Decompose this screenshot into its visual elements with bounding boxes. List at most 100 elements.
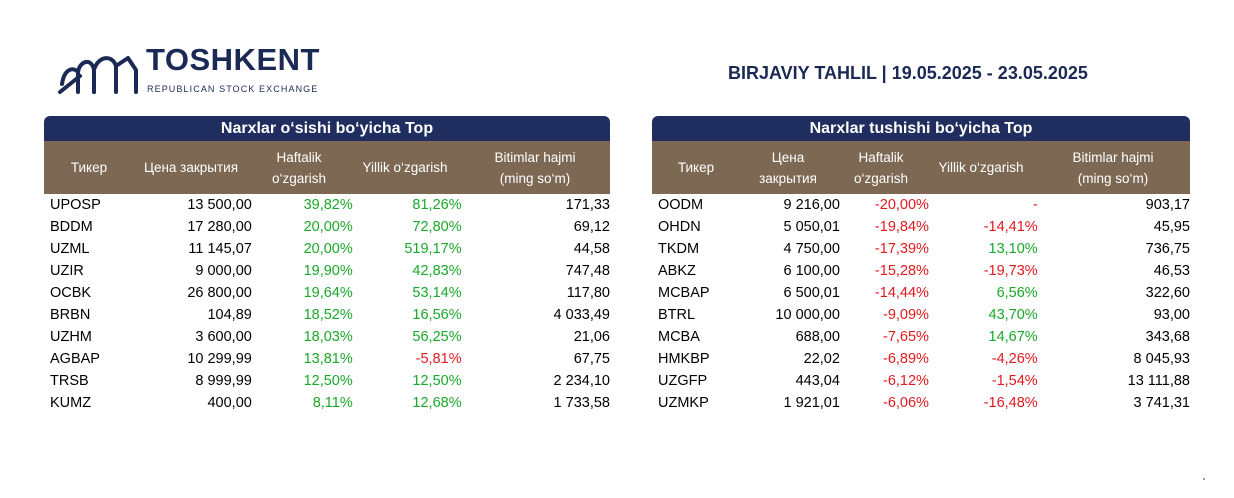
table-row: OHDN 5 050,01 -19,84% -14,41% 45,95	[652, 216, 1190, 238]
ticker-cell: MCBA	[658, 329, 700, 345]
ticker-cell: BDDM	[50, 219, 93, 235]
close-price-cell: 6 100,00	[783, 263, 840, 279]
ticker-cell: BTRL	[658, 307, 696, 323]
ticker-cell: BRBN	[50, 307, 91, 323]
weekly-change-cell: 12,50%	[303, 373, 353, 389]
col-weekly-change: Haftalik o‘zgarish	[248, 141, 350, 194]
ticker-cell: OCBK	[50, 285, 92, 301]
weekly-change-cell: -7,65%	[882, 329, 929, 345]
weekly-change-cell: -17,39%	[874, 241, 929, 257]
table-row: UZMKP 1 921,01 -6,06% -16,48% 3 741,31	[652, 392, 1190, 414]
yearly-change-cell: -16,48%	[983, 395, 1038, 411]
table-row: BTRL 10 000,00 -9,09% 43,70% 93,00	[652, 304, 1190, 326]
table-row: TRSB 8 999,99 12,50% 12,50% 2 234,10	[44, 370, 610, 392]
close-price-cell: 443,04	[795, 373, 840, 389]
weekly-change-cell: -6,89%	[882, 351, 929, 367]
top-losers-title: Narxlar tushishi bo‘yicha Top	[652, 116, 1190, 141]
ticker-cell: MCBAP	[658, 285, 710, 301]
close-price-cell: 11 145,07	[188, 241, 252, 257]
volume-cell: 93,00	[1153, 307, 1190, 323]
close-price-cell: 5 050,01	[783, 219, 840, 235]
ticker-cell: UZIR	[50, 263, 84, 279]
volume-cell: 4 033,49	[553, 307, 610, 323]
table-row: HMKBP 22,02 -6,89% -4,26% 8 045,93	[652, 348, 1190, 370]
table-row: KUMZ 400,00 8,11% 12,68% 1 733,58	[44, 392, 610, 414]
yearly-change-cell: 6,56%	[996, 285, 1038, 301]
ticker-cell: UZHM	[50, 329, 92, 345]
yearly-change-cell: 519,17%	[404, 241, 462, 257]
table-row: MCBAP 6 500,01 -14,44% 6,56% 322,60	[652, 282, 1190, 304]
yearly-change-cell: 16,56%	[412, 307, 462, 323]
table-row: BRBN 104,89 18,52% 16,56% 4 033,49	[44, 304, 610, 326]
ticker-cell: UZML	[50, 241, 90, 257]
close-price-cell: 9 216,00	[783, 197, 840, 213]
yearly-change-cell: -19,73%	[983, 263, 1038, 279]
col-weekly-change: Haftalik o‘zgarish	[836, 141, 926, 194]
ticker-cell: OHDN	[658, 219, 701, 235]
close-price-cell: 3 600,00	[195, 329, 252, 345]
close-price-cell: 1 921,01	[783, 395, 840, 411]
close-price-cell: 688,00	[795, 329, 840, 345]
weekly-change-cell: 20,00%	[303, 241, 353, 257]
weekly-change-cell: 19,64%	[303, 285, 353, 301]
table-row: UPOSP 13 500,00 39,82% 81,26% 171,33	[44, 194, 610, 216]
weekly-change-cell: 39,82%	[303, 197, 353, 213]
weekly-change-cell: 18,03%	[303, 329, 353, 345]
weekly-change-cell: -6,06%	[882, 395, 929, 411]
close-price-cell: 10 000,00	[775, 307, 840, 323]
table-row: TKDM 4 750,00 -17,39% 13,10% 736,75	[652, 238, 1190, 260]
table-row: BDDM 17 280,00 20,00% 72,80% 69,12	[44, 216, 610, 238]
yearly-change-cell: 56,25%	[412, 329, 462, 345]
ticker-cell: TRSB	[50, 373, 89, 389]
weekly-change-cell: 8,11%	[312, 395, 353, 411]
col-volume: Bitimlar hajmi (ming so‘m)	[1036, 141, 1190, 194]
table-row: ABKZ 6 100,00 -15,28% -19,73% 46,53	[652, 260, 1190, 282]
ticker-cell: HMKBP	[658, 351, 710, 367]
yearly-change-cell: -5,81%	[415, 351, 462, 367]
table-row: AGBAP 10 299,99 13,81% -5,81% 67,75	[44, 348, 610, 370]
yearly-change-cell: -4,26%	[991, 351, 1038, 367]
weekly-change-cell: 19,90%	[303, 263, 353, 279]
col-yearly-change: Yillik o‘zgarish	[362, 160, 448, 175]
yearly-change-cell: 43,70%	[988, 307, 1038, 323]
close-price-cell: 8 999,99	[195, 373, 252, 389]
top-losers-rows: OODM 9 216,00 -20,00% - 903,17 OHDN 5 050,01 -1…	[652, 194, 1190, 414]
report-title: BIRJAVIY TAHLIL | 19.05.2025 - 23.05.202…	[728, 63, 1088, 83]
top-gainers-rows: UPOSP 13 500,00 39,82% 81,26% 171,33 BDDM 17 2…	[44, 194, 610, 414]
yearly-change-cell: 81,26%	[412, 197, 462, 213]
weekly-change-cell: -14,44%	[874, 285, 929, 301]
close-price-cell: 6 500,01	[783, 285, 840, 301]
volume-cell: 46,53	[1153, 263, 1190, 279]
yearly-change-cell: 12,50%	[412, 373, 462, 389]
col-close-price: Цена закрытия	[143, 160, 239, 175]
close-price-cell: 10 299,99	[187, 351, 252, 367]
volume-cell: 322,60	[1145, 285, 1190, 301]
exchange-logo-icon	[58, 56, 138, 94]
volume-cell: 117,80	[566, 285, 610, 301]
close-price-cell: 400,00	[207, 395, 252, 411]
table-row: UZHM 3 600,00 18,03% 56,25% 21,06	[44, 326, 610, 348]
close-price-cell: 9 000,00	[195, 263, 252, 279]
volume-cell: 44,58	[573, 241, 610, 257]
close-price-cell: 26 800,00	[187, 285, 252, 301]
col-yearly-change: Yillik o‘zgarish	[938, 160, 1024, 175]
close-price-cell: 22,02	[803, 351, 840, 367]
col-volume-line1: Bitimlar hajmi	[1072, 149, 1154, 165]
volume-cell: 3 741,31	[1133, 395, 1190, 411]
ticker-cell: TKDM	[658, 241, 700, 257]
col-volume-line1: Bitimlar hajmi	[494, 149, 576, 165]
decorative-dot	[1203, 478, 1205, 480]
volume-cell: 45,95	[1153, 219, 1190, 235]
top-losers-header: Тикер Цена закрытия Haftalik o‘zgarish Y…	[652, 141, 1190, 194]
col-volume-line2: (ming so‘m)	[499, 170, 571, 186]
close-price-cell: 4 750,00	[783, 241, 840, 257]
col-close-price: Цена закрытия	[740, 141, 836, 194]
col-volume-line2: (ming so‘m)	[1077, 170, 1149, 186]
yearly-change-cell: 14,67%	[988, 329, 1038, 345]
close-price-cell: 13 500,00	[187, 197, 252, 213]
yearly-change-cell: 42,83%	[412, 263, 462, 279]
col-weekly-change-line1: Haftalik	[276, 149, 322, 165]
ticker-cell: OODM	[658, 197, 704, 213]
table-row: UZGFP 443,04 -6,12% -1,54% 13 111,88	[652, 370, 1190, 392]
yearly-change-cell: 53,14%	[412, 285, 462, 301]
